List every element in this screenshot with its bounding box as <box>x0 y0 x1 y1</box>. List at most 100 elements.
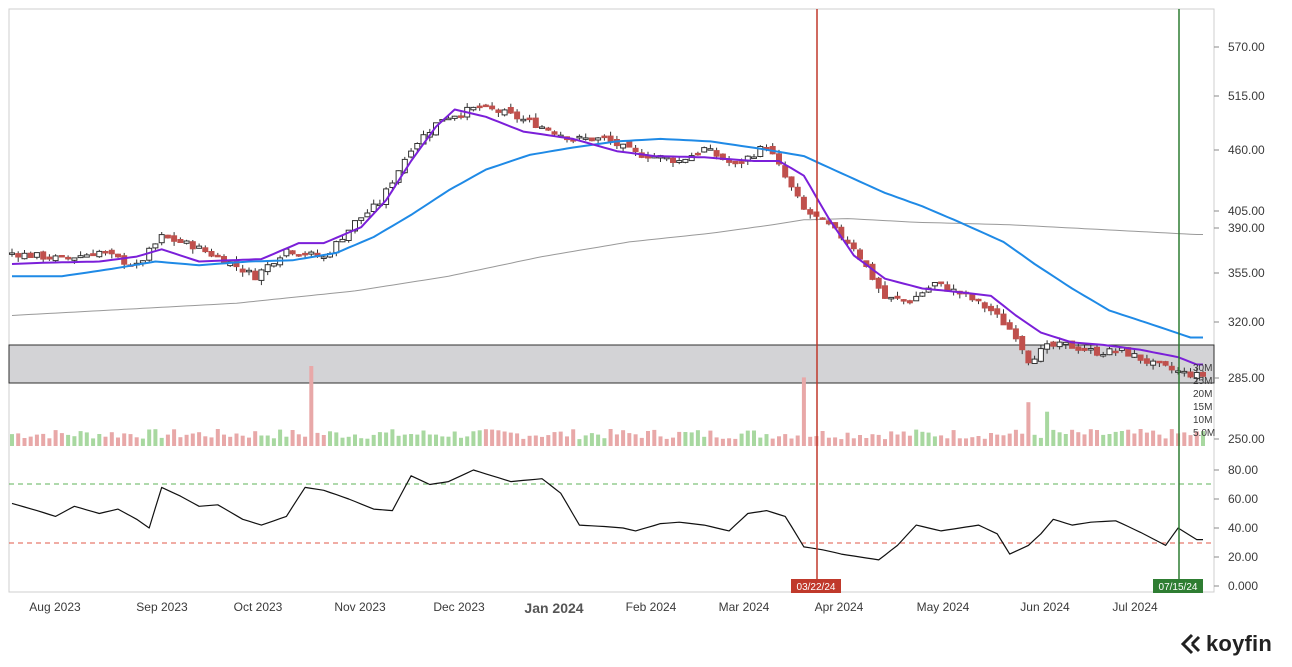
candle-body <box>545 127 552 131</box>
candle-body <box>551 131 558 135</box>
candle-body <box>1000 313 1007 326</box>
volume-bar <box>371 434 376 446</box>
marker-badge-green <box>1153 579 1203 593</box>
candle-body <box>46 256 53 260</box>
ma200-path <box>11 218 1203 316</box>
volume-bar <box>646 431 650 446</box>
candle-body <box>800 196 807 210</box>
candle-body <box>202 247 209 253</box>
candle-body <box>183 240 190 244</box>
volume-bar <box>1088 429 1093 446</box>
logo-text: koyfin <box>1206 631 1272 656</box>
candle-body <box>1075 346 1082 351</box>
volume-bar <box>521 438 526 446</box>
candle-body <box>482 104 489 108</box>
volume-bar <box>452 431 457 446</box>
volume-bar <box>265 435 270 446</box>
volume-bar <box>47 438 52 446</box>
volume-bar <box>546 435 551 446</box>
candle-body <box>670 157 676 163</box>
volume-bar <box>870 434 875 446</box>
volume-bar <box>477 430 482 446</box>
volume-bar <box>359 438 364 446</box>
candle-body <box>607 135 614 142</box>
candle-body <box>1175 370 1182 373</box>
rsi-path <box>11 469 1203 561</box>
candle-body <box>1193 372 1200 379</box>
candle-body <box>152 243 159 249</box>
candle-body <box>663 156 670 160</box>
volume-bar <box>621 430 626 446</box>
candle-body <box>1012 328 1019 340</box>
volume-bar <box>914 429 919 446</box>
volume-bar <box>334 432 339 446</box>
volume-bar <box>1201 431 1205 446</box>
time-tick: Sep 2023 <box>136 600 188 614</box>
candle-body <box>1187 371 1194 378</box>
volume-bar <box>321 435 326 446</box>
volume-bar <box>222 434 226 446</box>
candle-body <box>52 255 59 262</box>
candle-body <box>981 302 988 309</box>
volume-bar <box>614 434 619 446</box>
volume-tick: 15M <box>1193 402 1212 413</box>
volume-bar <box>1169 429 1174 446</box>
candle-body <box>270 263 277 267</box>
volume-bar <box>689 432 694 446</box>
candle-body <box>969 293 976 301</box>
candle-body <box>345 229 352 241</box>
candle-body <box>208 251 215 257</box>
candle-body <box>121 255 128 265</box>
candle-body <box>1044 343 1051 350</box>
volume-bar <box>377 432 382 446</box>
candle-body <box>33 252 40 258</box>
volume-bar <box>739 433 744 446</box>
time-tick: Jul 2024 <box>1112 600 1158 614</box>
volume-tick: 20M <box>1193 389 1212 400</box>
volume-bar <box>515 433 520 446</box>
price-tick: 320.00 <box>1228 315 1265 329</box>
volume-bar <box>1032 434 1037 446</box>
candle-body <box>1181 370 1188 374</box>
volume-tick: 5.0M <box>1193 428 1215 439</box>
candle-body <box>9 252 15 255</box>
volume-bar <box>964 438 968 446</box>
candle-body <box>938 281 945 285</box>
volume-bar <box>1194 431 1199 446</box>
koyfin-chevron-logo-icon <box>1180 633 1201 655</box>
volume-bar <box>764 434 769 446</box>
volume-bar <box>864 438 869 446</box>
volume-bar <box>995 434 1000 446</box>
candle-body <box>77 255 84 259</box>
volume-bar <box>571 429 576 446</box>
volume-bar <box>1188 435 1193 446</box>
volume-bar <box>10 434 14 446</box>
candle-body <box>1050 341 1057 347</box>
ma20-line <box>11 108 1203 366</box>
volume-bar <box>1038 437 1043 446</box>
volume-bar <box>278 429 283 446</box>
volume-bar <box>1182 432 1187 446</box>
volume-bar <box>1007 433 1012 446</box>
volume-bar <box>502 431 507 446</box>
volume-bar <box>427 434 432 446</box>
time-tick: Apr 2024 <box>815 600 864 614</box>
volume-bar <box>402 434 407 446</box>
ma50-path <box>12 137 1203 339</box>
time-tick: Feb 2024 <box>626 600 677 614</box>
price-tick: 250.00 <box>1228 432 1265 446</box>
volume-bar <box>22 438 27 446</box>
candle-body <box>1200 371 1206 377</box>
volume-bar <box>1001 435 1006 446</box>
volume-bar <box>552 432 557 446</box>
candle-body <box>1150 360 1157 366</box>
candle-body <box>495 109 502 113</box>
volume-bar <box>1132 433 1137 446</box>
volume-bar <box>440 436 445 446</box>
price-tick: 460.00 <box>1228 143 1265 157</box>
volume-bar <box>1144 432 1149 446</box>
candle-body <box>445 117 452 121</box>
candle-body <box>489 105 496 110</box>
candle-body <box>1156 360 1163 364</box>
volume-bar <box>496 430 501 446</box>
